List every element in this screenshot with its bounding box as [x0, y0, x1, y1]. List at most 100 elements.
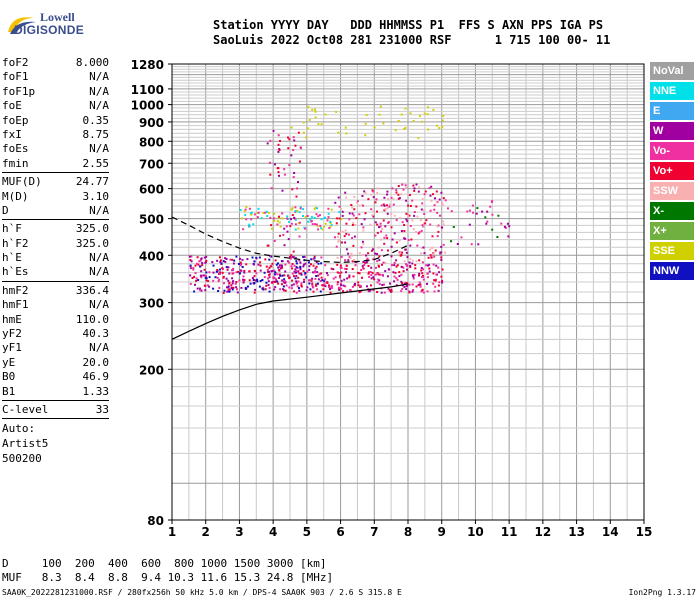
- echo-point: [245, 263, 248, 266]
- echo-point: [216, 269, 219, 271]
- echo-point: [276, 273, 279, 276]
- echo-point: [232, 286, 235, 289]
- param-value: 46.9: [82, 370, 110, 384]
- echo-point: [241, 217, 244, 220]
- echo-point: [409, 205, 412, 207]
- param-row: foE N/A: [2, 99, 109, 113]
- echo-point: [411, 219, 414, 222]
- x-tick-label: 15: [636, 525, 653, 539]
- echo-point: [324, 285, 327, 288]
- echo-point: [313, 207, 316, 210]
- x-tick-label: 8: [404, 525, 412, 539]
- echo-point: [281, 274, 284, 277]
- echo-point: [322, 288, 325, 291]
- echo-point: [370, 277, 373, 280]
- echo-point: [372, 276, 375, 279]
- echo-point: [283, 227, 286, 230]
- echo-point: [315, 275, 318, 277]
- echo-point: [290, 126, 293, 129]
- echo-point: [363, 264, 366, 266]
- x-tick-label: 1: [168, 525, 176, 539]
- echo-point: [362, 261, 365, 263]
- autoscaling-line: Artist5: [2, 437, 49, 451]
- echo-point: [258, 256, 261, 259]
- echo-point: [306, 127, 309, 130]
- echo-point: [398, 271, 401, 274]
- echo-point: [382, 203, 385, 206]
- echo-point: [367, 265, 370, 267]
- echo-point: [349, 289, 352, 292]
- echo-point: [414, 267, 417, 270]
- echo-point: [384, 225, 387, 228]
- echo-point: [296, 210, 299, 212]
- param-value: N/A: [89, 251, 109, 265]
- echo-point: [259, 269, 262, 272]
- echo-point: [286, 230, 289, 233]
- echo-point: [263, 276, 266, 279]
- echo-point: [316, 288, 319, 291]
- echo-point: [372, 190, 375, 193]
- echo-point: [278, 266, 281, 268]
- echo-point: [361, 266, 364, 269]
- echo-point: [380, 204, 383, 207]
- echo-point: [412, 289, 415, 291]
- echo-point: [373, 278, 376, 281]
- echo-point: [253, 281, 256, 284]
- echo-point: [363, 190, 366, 193]
- echo-point: [287, 238, 290, 241]
- echo-point: [378, 255, 381, 258]
- echo-point: [344, 126, 347, 129]
- echo-point: [294, 218, 297, 221]
- param-name: h`F2: [2, 236, 29, 250]
- echo-point: [374, 252, 377, 255]
- echo-point: [279, 225, 282, 228]
- autoscaling-info: Auto: Artist5 500200: [2, 421, 109, 466]
- echo-point: [278, 264, 281, 267]
- echo-point: [313, 257, 316, 260]
- echo-point: [239, 263, 242, 266]
- echo-point: [266, 215, 269, 217]
- echo-point: [226, 290, 229, 293]
- echo-point: [364, 212, 367, 215]
- echo-point: [405, 281, 408, 284]
- echo-point: [369, 223, 372, 226]
- echo-point: [281, 279, 284, 282]
- echo-point: [430, 256, 433, 259]
- echo-point: [409, 244, 412, 247]
- echo-point: [418, 231, 421, 234]
- y-tick-label: 700: [139, 157, 164, 171]
- echo-point: [204, 261, 207, 264]
- param-separator: [2, 280, 109, 282]
- echo-point: [344, 191, 347, 194]
- echo-point: [388, 205, 391, 208]
- echo-point: [230, 284, 233, 287]
- echo-point: [324, 264, 327, 267]
- echo-point: [372, 215, 375, 218]
- echo-point: [273, 212, 276, 215]
- echo-point: [269, 216, 272, 219]
- echo-point: [338, 288, 341, 291]
- echo-point: [288, 261, 291, 264]
- param-row: B0 46.9: [2, 370, 109, 384]
- param-value: 2.55: [82, 156, 110, 170]
- echo-point: [251, 256, 254, 259]
- echo-point: [504, 226, 507, 229]
- echo-point: [285, 284, 288, 287]
- echo-point: [397, 197, 400, 200]
- echo-point: [223, 282, 225, 285]
- param-row: fxI 8.75: [2, 128, 109, 142]
- echo-point: [290, 284, 293, 287]
- echo-point: [268, 266, 271, 269]
- echo-point: [300, 285, 303, 288]
- echo-point: [241, 266, 244, 268]
- echo-point: [266, 142, 269, 145]
- echo-point: [240, 286, 243, 289]
- echo-point: [389, 282, 391, 285]
- echo-point: [292, 176, 295, 179]
- echo-point: [287, 136, 289, 139]
- echo-point: [294, 223, 297, 226]
- echo-point: [396, 264, 399, 267]
- echo-point: [398, 197, 401, 200]
- param-name: foF1: [2, 70, 29, 84]
- echo-point: [220, 262, 223, 265]
